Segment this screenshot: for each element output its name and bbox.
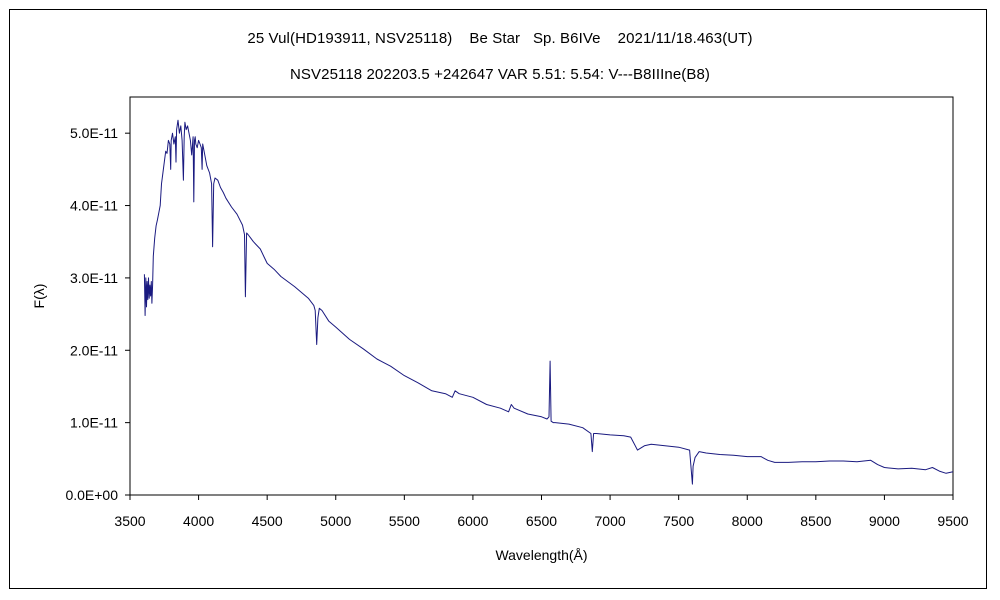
chart-title: 25 Vul(HD193911, NSV25118) Be Star Sp. B… xyxy=(247,30,753,47)
plot-area-border xyxy=(129,96,954,496)
x-tick-label: 9000 xyxy=(869,513,900,529)
y-tick-label: 1.0E-11 xyxy=(70,415,118,431)
x-tick-label: 9500 xyxy=(937,513,968,529)
y-tick-label: 2.0E-11 xyxy=(70,342,118,358)
y-tick-label: 5.0E-11 xyxy=(70,125,118,141)
x-axis-ticks: 3500 4000 4500 5000 5500 6000 6500 7000 7500 8000… xyxy=(114,495,969,529)
x-tick-label: 5500 xyxy=(389,513,420,529)
x-tick-label: 3500 xyxy=(114,513,145,529)
x-tick-label: 8000 xyxy=(732,513,763,529)
y-tick-label: 4.0E-11 xyxy=(70,198,118,214)
series xyxy=(143,119,954,485)
series-line-spectrum xyxy=(143,119,954,485)
x-tick-label: 7500 xyxy=(663,513,694,529)
x-tick-label: 4500 xyxy=(252,513,283,529)
x-tick-label: 6000 xyxy=(457,513,488,529)
y-axis-label: F(λ) xyxy=(31,284,47,309)
x-tick-label: 6500 xyxy=(526,513,557,529)
x-tick-label: 4000 xyxy=(183,513,214,529)
axes xyxy=(129,96,954,496)
chart-frame xyxy=(9,9,987,589)
y-tick-label: 0.0E+00 xyxy=(65,487,118,503)
x-axis-label: Wavelength(Å) xyxy=(495,547,587,563)
x-tick-label: 7000 xyxy=(595,513,626,529)
y-axis-ticks: 0.0E+00 1.0E-11 2.0E-11 3.0E-11 4.0E-11 5.0E-… xyxy=(65,125,130,503)
chart-subtitle: NSV25118 202203.5 +242647 VAR 5.51: 5.54… xyxy=(289,66,710,83)
y-tick-label: 3.0E-11 xyxy=(70,270,118,286)
x-tick-label: 8500 xyxy=(800,513,831,529)
x-tick-label: 5000 xyxy=(320,513,351,529)
